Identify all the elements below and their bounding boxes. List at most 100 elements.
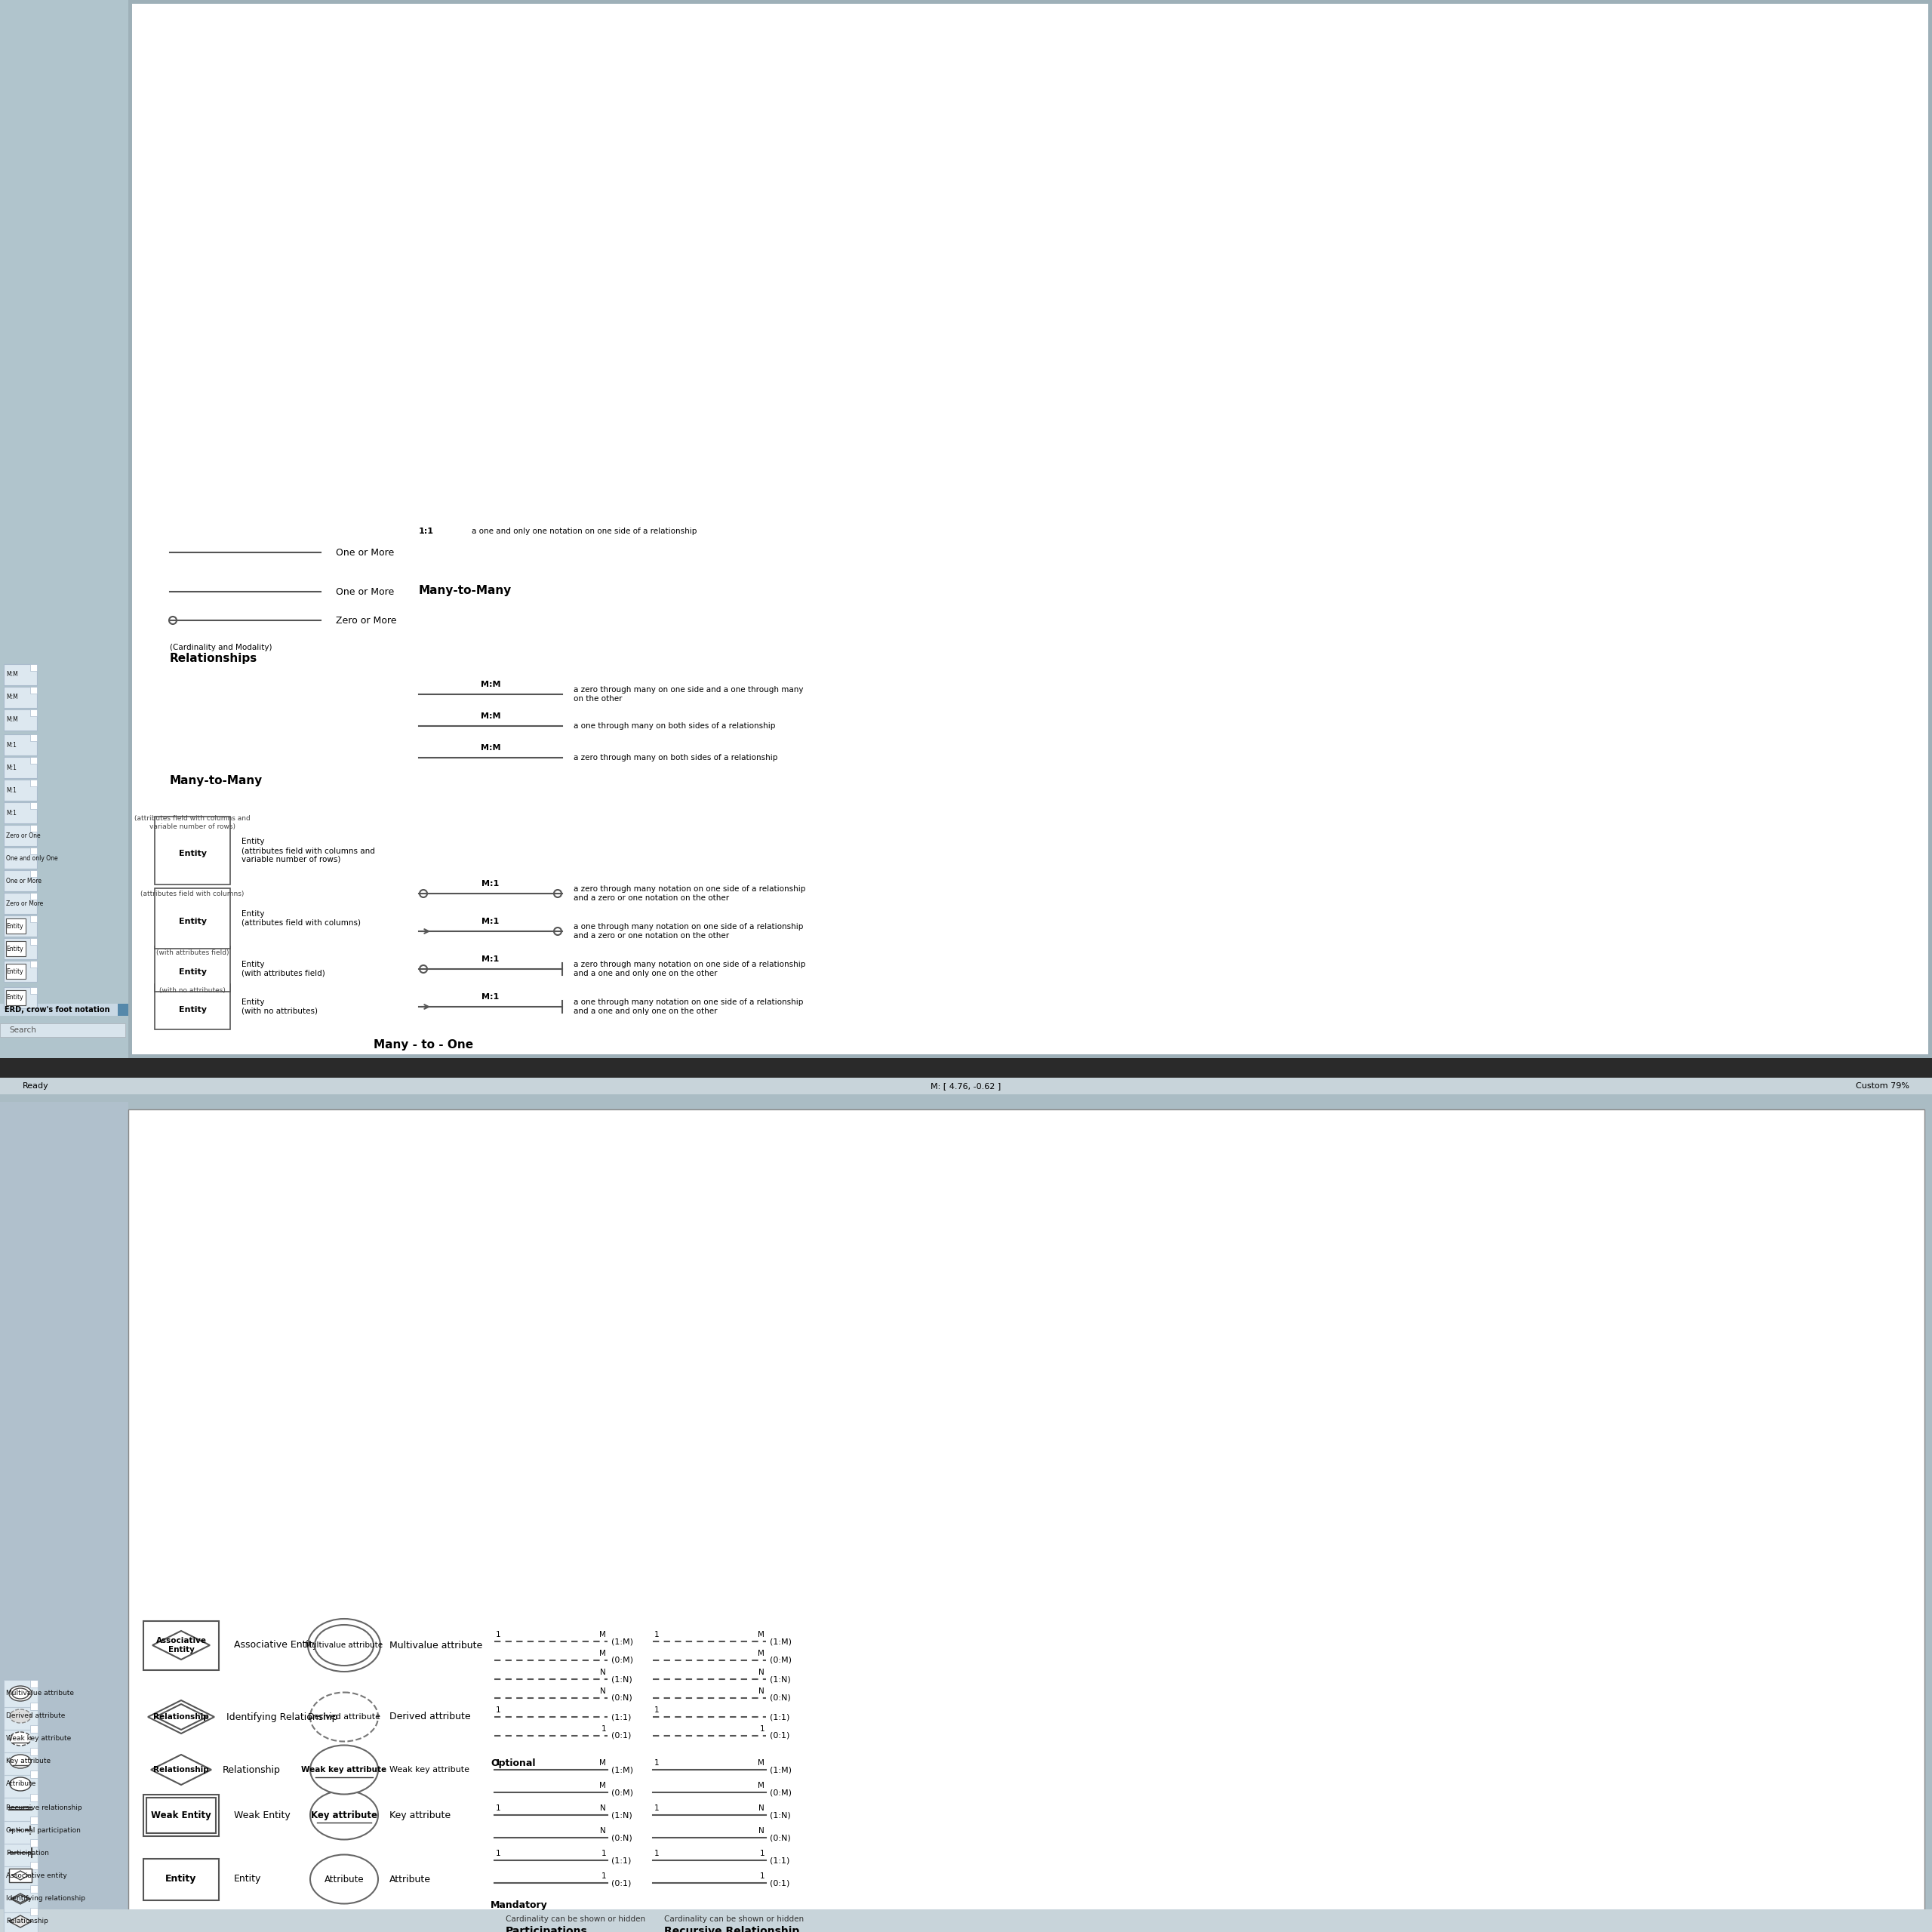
Bar	[4, 960, 37, 981]
Text: 1: 1	[497, 1706, 500, 1714]
Bar	[4, 1839, 39, 1866]
Ellipse shape	[10, 1731, 31, 1747]
Text: Zero or More: Zero or More	[6, 900, 43, 906]
Text: (attributes field with columns and
variable number of rows): (attributes field with columns and varia…	[135, 815, 251, 831]
Bar	[4, 1770, 39, 1797]
Ellipse shape	[10, 1777, 31, 1791]
Bar	[4, 1702, 39, 1729]
Text: Entity
(with no attributes): Entity (with no attributes)	[242, 999, 317, 1014]
Text: Entity: Entity	[6, 923, 23, 929]
Text: Entity: Entity	[178, 1007, 207, 1014]
Bar	[31, 709, 37, 717]
Text: (0:1): (0:1)	[769, 1731, 790, 1739]
Text: Mandatory: Mandatory	[491, 1901, 547, 1911]
Text: Ready: Ready	[23, 1082, 48, 1090]
Bar	[31, 1795, 39, 1801]
Text: Optional: Optional	[491, 1758, 535, 1768]
Text: Entity: Entity	[6, 968, 23, 974]
Bar	[31, 825, 37, 831]
Bar	[155, 889, 230, 949]
Text: (0:N): (0:N)	[769, 1833, 790, 1841]
Text: N: N	[601, 1828, 607, 1835]
Bar	[0, 1005, 128, 1016]
Bar	[0, 1024, 126, 1037]
Bar	[4, 1795, 39, 1822]
Ellipse shape	[311, 1745, 379, 1795]
Bar	[4, 825, 37, 846]
Text: (1:1): (1:1)	[769, 1857, 790, 1864]
Text: (0:N): (0:N)	[769, 1694, 790, 1702]
Bar	[4, 1725, 39, 1752]
Text: (1:1): (1:1)	[769, 1714, 790, 1721]
Bar	[6, 989, 25, 1005]
Text: 1: 1	[759, 1849, 765, 1857]
Text: (1:N): (1:N)	[769, 1675, 790, 1683]
Bar	[4, 1886, 39, 1913]
Bar	[4, 1839, 39, 1866]
Bar	[4, 939, 37, 958]
Text: Associative entity: Associative entity	[6, 1872, 68, 1878]
Text: Participations: Participations	[506, 1926, 587, 1932]
Text: N: N	[601, 1804, 607, 1812]
Text: M:M: M:M	[481, 713, 500, 721]
Text: Zero or One: Zero or One	[6, 833, 41, 838]
Text: Custom 79%: Custom 79%	[1857, 1082, 1909, 1090]
Bar	[143, 1795, 218, 1835]
Bar	[31, 916, 37, 922]
Text: 1: 1	[497, 1849, 500, 1857]
Text: 1: 1	[655, 1849, 659, 1857]
Text: 1: 1	[655, 1760, 659, 1766]
Text: One or More: One or More	[6, 877, 41, 885]
Bar	[0, 0, 1932, 1059]
Text: a zero through many notation on one side of a relationship
and a zero or one not: a zero through many notation on one side…	[574, 885, 806, 902]
Text: 1: 1	[759, 1872, 765, 1880]
Ellipse shape	[311, 1855, 379, 1903]
Text: (1:N): (1:N)	[611, 1812, 632, 1818]
Text: 1:1: 1:1	[419, 527, 435, 535]
Text: M:M: M:M	[481, 744, 500, 752]
Text: Entity: Entity	[6, 995, 23, 1001]
Text: M: M	[757, 1781, 765, 1789]
Text: M:M: M:M	[6, 670, 17, 678]
Bar	[4, 1681, 39, 1708]
Bar	[31, 781, 37, 786]
Text: One and only One: One and only One	[6, 854, 58, 862]
Text: Recursive Relationship: Recursive Relationship	[665, 1926, 800, 1932]
Text: Derived attribute: Derived attribute	[307, 1714, 381, 1721]
Text: N: N	[759, 1804, 765, 1812]
Text: Entity: Entity	[6, 945, 23, 952]
Text: (with no attributes): (with no attributes)	[158, 987, 226, 993]
Text: Recursive relationship: Recursive relationship	[6, 1804, 81, 1810]
Bar	[143, 1859, 218, 1901]
Text: M:1: M:1	[6, 742, 17, 748]
Text: Entity
(with attributes field): Entity (with attributes field)	[242, 960, 325, 978]
Bar	[4, 1886, 39, 1913]
Text: 1: 1	[655, 1631, 659, 1638]
Text: Entity
(attributes field with columns and
variable number of rows): Entity (attributes field with columns an…	[242, 838, 375, 864]
Bar	[31, 1702, 39, 1710]
Text: 1: 1	[655, 1804, 659, 1812]
Text: Weak Entity: Weak Entity	[151, 1810, 211, 1820]
Text: Zero or More: Zero or More	[336, 616, 396, 626]
Bar	[4, 869, 37, 891]
Text: (0:N): (0:N)	[611, 1694, 632, 1702]
Bar	[6, 964, 25, 980]
Text: 1: 1	[497, 1760, 500, 1766]
Text: Cardinality can be shown or hidden: Cardinality can be shown or hidden	[506, 1915, 645, 1922]
Text: Relationship: Relationship	[6, 1918, 48, 1924]
Bar	[0, 0, 128, 1059]
Text: Entity: Entity	[178, 918, 207, 925]
Bar	[31, 848, 37, 854]
Polygon shape	[151, 1754, 211, 1785]
Text: 1: 1	[601, 1725, 607, 1733]
Text: 1: 1	[497, 1631, 500, 1638]
Text: (attributes field with columns): (attributes field with columns)	[141, 891, 243, 898]
Text: M: M	[599, 1631, 607, 1638]
Text: (0:1): (0:1)	[611, 1731, 632, 1739]
Text: M: M	[757, 1760, 765, 1766]
Bar	[4, 1681, 39, 1708]
Text: (1:N): (1:N)	[769, 1812, 790, 1818]
Bar	[4, 848, 37, 869]
Bar	[4, 1748, 39, 1776]
Bar	[10, 1868, 31, 1882]
